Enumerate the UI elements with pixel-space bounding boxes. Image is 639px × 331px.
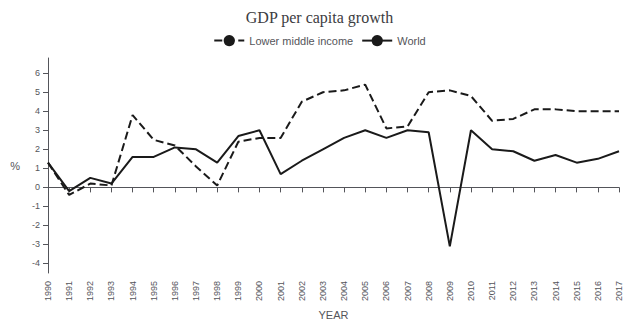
- svg-text:-2: -2: [32, 220, 40, 230]
- svg-text:2003: 2003: [318, 281, 328, 301]
- svg-text:1999: 1999: [233, 281, 243, 301]
- svg-text:3: 3: [35, 125, 40, 135]
- svg-text:-1: -1: [32, 201, 40, 211]
- svg-text:1998: 1998: [212, 281, 222, 301]
- svg-text:2002: 2002: [297, 281, 307, 301]
- svg-text:2013: 2013: [529, 281, 539, 301]
- svg-text:World: World: [397, 35, 426, 47]
- svg-text:1997: 1997: [191, 281, 201, 301]
- svg-text:1991: 1991: [64, 281, 74, 301]
- svg-text:2: 2: [35, 144, 40, 154]
- svg-text:YEAR: YEAR: [319, 309, 349, 321]
- svg-text:5: 5: [35, 87, 40, 97]
- svg-text:2017: 2017: [614, 281, 624, 301]
- svg-text:1: 1: [35, 163, 40, 173]
- svg-text:-4: -4: [32, 258, 40, 268]
- svg-text:GDP per capita growth: GDP per capita growth: [246, 9, 393, 27]
- svg-text:2000: 2000: [254, 281, 264, 301]
- svg-text:%: %: [10, 160, 20, 172]
- svg-text:2015: 2015: [572, 281, 582, 301]
- svg-text:1993: 1993: [106, 281, 116, 301]
- svg-text:2009: 2009: [445, 281, 455, 301]
- svg-text:2001: 2001: [276, 281, 286, 301]
- svg-text:1994: 1994: [128, 281, 138, 301]
- svg-text:2010: 2010: [466, 281, 476, 301]
- svg-text:1995: 1995: [149, 281, 159, 301]
- svg-text:0: 0: [35, 182, 40, 192]
- svg-text:2005: 2005: [360, 281, 370, 301]
- svg-text:-3: -3: [32, 239, 40, 249]
- svg-text:4: 4: [35, 106, 40, 116]
- svg-text:2006: 2006: [381, 281, 391, 301]
- svg-text:2007: 2007: [403, 281, 413, 301]
- svg-text:1996: 1996: [170, 281, 180, 301]
- svg-text:2008: 2008: [424, 281, 434, 301]
- svg-text:2011: 2011: [487, 281, 497, 300]
- svg-text:Lower middle income: Lower middle income: [249, 35, 353, 47]
- svg-text:2014: 2014: [551, 281, 561, 301]
- svg-text:6: 6: [35, 68, 40, 78]
- svg-text:2016: 2016: [593, 281, 603, 301]
- svg-text:2012: 2012: [508, 281, 518, 301]
- svg-text:2004: 2004: [339, 281, 349, 301]
- svg-text:1990: 1990: [43, 281, 53, 301]
- svg-text:1992: 1992: [85, 281, 95, 301]
